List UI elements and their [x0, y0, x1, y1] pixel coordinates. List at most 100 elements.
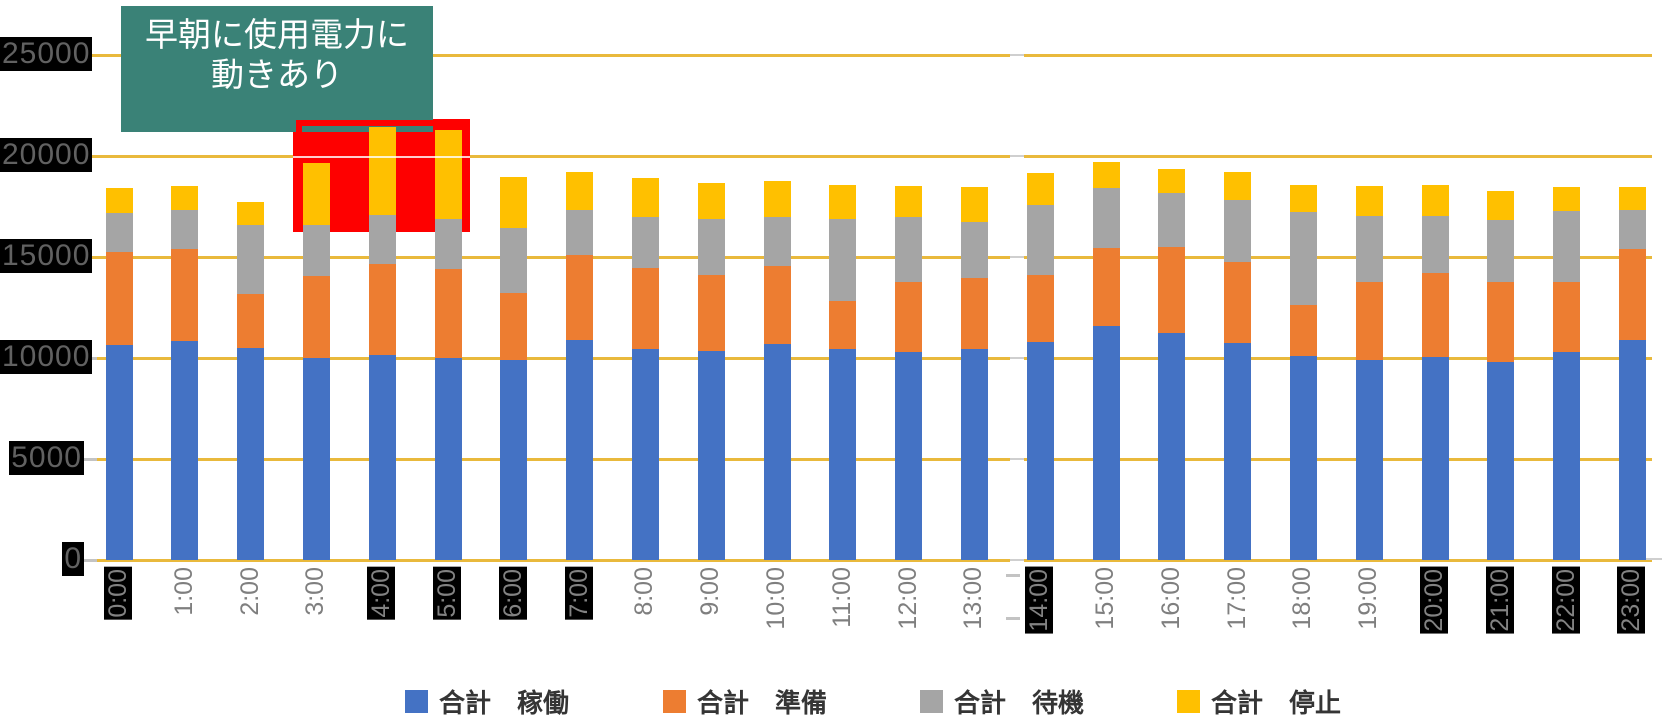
bar-segment-8:00[interactable]	[631, 178, 659, 217]
bar-segment-16:00[interactable]	[1158, 169, 1186, 194]
bar-segment-19:00[interactable]	[1355, 282, 1383, 361]
bar-segment-6:00[interactable]	[500, 360, 528, 560]
bar-segment-15:00[interactable]	[1092, 325, 1120, 560]
bar-segment-17:00[interactable]	[1224, 262, 1252, 343]
bar-segment-5:00[interactable]	[434, 129, 462, 219]
bar-segment-12:00[interactable]	[895, 351, 923, 560]
bar-segment-3:00[interactable]	[302, 358, 330, 560]
bar-segment-12:00[interactable]	[895, 282, 923, 352]
bar-segment-17:00[interactable]	[1224, 200, 1252, 263]
bar-segment-12:00[interactable]	[895, 216, 923, 283]
legend-item[interactable]: 合計 待機	[920, 687, 1084, 718]
bar-segment-9:00[interactable]	[697, 350, 725, 560]
bar-segment-20:00[interactable]	[1421, 185, 1449, 216]
bar-segment-14:00[interactable]	[1026, 173, 1054, 206]
bar-segment-21:00[interactable]	[1487, 282, 1515, 363]
annotation-callout[interactable]: 早朝に使用電力に 動きあり	[121, 6, 433, 132]
bar-segment-2:00[interactable]	[237, 202, 265, 225]
bar-segment-22:00[interactable]	[1553, 282, 1581, 352]
bar-segment-10:00[interactable]	[763, 266, 791, 344]
bar-segment-20:00[interactable]	[1421, 273, 1449, 357]
bar-segment-18:00[interactable]	[1289, 355, 1317, 560]
bar-segment-7:00[interactable]	[566, 172, 594, 210]
bar-segment-22:00[interactable]	[1553, 187, 1581, 211]
legend-item[interactable]: 合計 稼働	[405, 687, 569, 718]
bar-segment-18:00[interactable]	[1289, 185, 1317, 212]
bar-segment-0:00[interactable]	[105, 251, 133, 345]
bar-segment-8:00[interactable]	[631, 348, 659, 560]
legend-item[interactable]: 合計 準備	[663, 687, 827, 718]
bar-segment-3:00[interactable]	[302, 276, 330, 358]
bar-segment-14:00[interactable]	[1026, 341, 1054, 560]
bar-segment-4:00[interactable]	[368, 264, 396, 355]
bar-segment-15:00[interactable]	[1092, 247, 1120, 326]
bar-segment-13:00[interactable]	[960, 278, 988, 349]
bar-segment-4:00[interactable]	[368, 214, 396, 265]
bar-segment-10:00[interactable]	[763, 343, 791, 560]
bar-segment-7:00[interactable]	[566, 339, 594, 560]
bar-segment-11:00[interactable]	[829, 185, 857, 219]
bar-segment-21:00[interactable]	[1487, 219, 1515, 283]
bar-segment-23:00[interactable]	[1618, 209, 1646, 249]
bar-segment-4:00[interactable]	[368, 354, 396, 560]
bar-segment-17:00[interactable]	[1224, 172, 1252, 201]
bar-segment-0:00[interactable]	[105, 344, 133, 560]
bar-segment-5:00[interactable]	[434, 358, 462, 560]
bar-segment-5:00[interactable]	[434, 269, 462, 358]
bar-segment-9:00[interactable]	[697, 275, 725, 351]
bar-segment-0:00[interactable]	[105, 188, 133, 213]
bar-segment-10:00[interactable]	[763, 216, 791, 267]
bar-segment-2:00[interactable]	[237, 224, 265, 295]
bar-segment-19:00[interactable]	[1355, 360, 1383, 560]
bar-segment-1:00[interactable]	[171, 209, 199, 249]
bar-segment-16:00[interactable]	[1158, 332, 1186, 560]
bar-segment-9:00[interactable]	[697, 218, 725, 276]
bar-segment-11:00[interactable]	[829, 348, 857, 560]
bar-segment-6:00[interactable]	[500, 177, 528, 228]
bar-segment-21:00[interactable]	[1487, 191, 1515, 220]
bar-segment-19:00[interactable]	[1355, 186, 1383, 216]
bar-segment-11:00[interactable]	[829, 301, 857, 349]
bar-segment-18:00[interactable]	[1289, 305, 1317, 356]
bar-segment-15:00[interactable]	[1092, 162, 1120, 189]
bar-segment-14:00[interactable]	[1026, 275, 1054, 342]
bar-segment-4:00[interactable]	[368, 126, 396, 215]
bar-segment-16:00[interactable]	[1158, 193, 1186, 247]
bar-segment-23:00[interactable]	[1618, 187, 1646, 210]
bar-segment-14:00[interactable]	[1026, 205, 1054, 276]
legend-item[interactable]: 合計 停止	[1177, 687, 1341, 718]
bar-segment-13:00[interactable]	[960, 187, 988, 222]
bar-segment-1:00[interactable]	[171, 248, 199, 341]
bar-segment-20:00[interactable]	[1421, 215, 1449, 274]
bar-segment-12:00[interactable]	[895, 186, 923, 217]
bar-segment-21:00[interactable]	[1487, 362, 1515, 560]
bar-segment-2:00[interactable]	[237, 294, 265, 348]
bar-segment-19:00[interactable]	[1355, 215, 1383, 283]
bar-segment-11:00[interactable]	[829, 218, 857, 302]
bar-segment-13:00[interactable]	[960, 348, 988, 560]
bar-segment-5:00[interactable]	[434, 218, 462, 270]
bar-segment-22:00[interactable]	[1553, 351, 1581, 560]
bar-segment-2:00[interactable]	[237, 347, 265, 560]
bar-segment-20:00[interactable]	[1421, 356, 1449, 560]
bar-segment-16:00[interactable]	[1158, 246, 1186, 333]
bar-segment-3:00[interactable]	[302, 224, 330, 277]
bar-segment-23:00[interactable]	[1618, 248, 1646, 340]
bar-segment-17:00[interactable]	[1224, 342, 1252, 560]
bar-segment-13:00[interactable]	[960, 221, 988, 279]
bar-segment-23:00[interactable]	[1618, 339, 1646, 560]
bar-segment-9:00[interactable]	[697, 183, 725, 219]
bar-segment-7:00[interactable]	[566, 254, 594, 340]
bar-segment-0:00[interactable]	[105, 212, 133, 252]
bar-segment-8:00[interactable]	[631, 268, 659, 349]
bar-segment-6:00[interactable]	[500, 227, 528, 294]
bar-segment-18:00[interactable]	[1289, 211, 1317, 306]
bar-segment-7:00[interactable]	[566, 209, 594, 255]
bar-segment-8:00[interactable]	[631, 216, 659, 269]
bar-segment-10:00[interactable]	[763, 181, 791, 217]
bar-segment-1:00[interactable]	[171, 340, 199, 560]
bar-segment-15:00[interactable]	[1092, 188, 1120, 248]
bar-segment-6:00[interactable]	[500, 293, 528, 361]
bar-segment-1:00[interactable]	[171, 186, 199, 210]
bar-segment-22:00[interactable]	[1553, 210, 1581, 283]
